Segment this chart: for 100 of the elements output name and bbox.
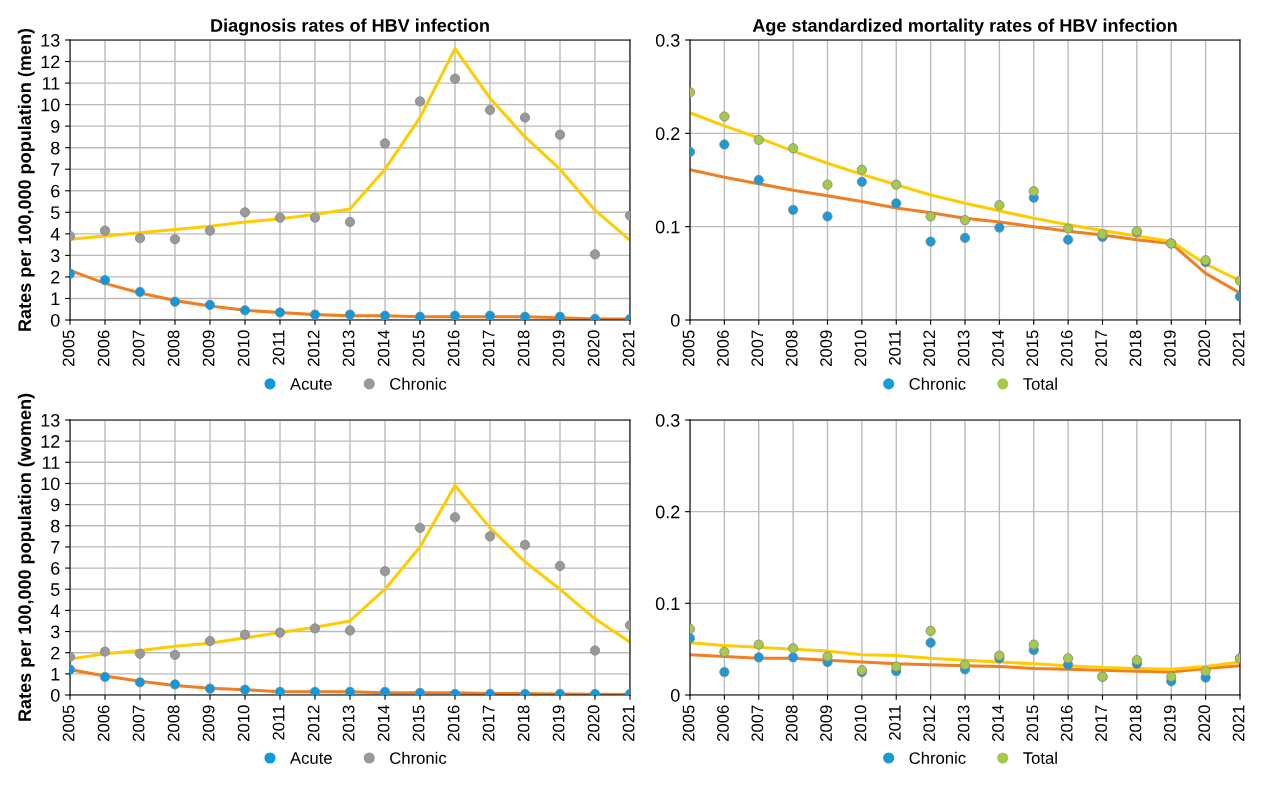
- x-tick-label: 2020: [1198, 330, 1211, 366]
- y-tick-label: 1: [51, 292, 60, 305]
- x-tick-label: 2015: [1026, 330, 1039, 366]
- y-tick-label: 6: [51, 184, 60, 198]
- x-tick-label: 2018: [517, 330, 530, 366]
- x-tick-label: 2012: [923, 705, 936, 741]
- x-tick-label: 2011: [888, 705, 901, 740]
- legend-label: Total: [1023, 751, 1057, 764]
- x-tick-label: 2021: [1232, 705, 1245, 741]
- x-tick-label: 2013: [342, 330, 355, 366]
- x-tick-label: 2010: [237, 705, 250, 741]
- legend-label: Acute: [290, 752, 332, 764]
- x-tick-label: 2013: [957, 330, 970, 366]
- y-tick-label: 2: [51, 646, 60, 660]
- x-tick-label: 2019: [1163, 330, 1176, 366]
- y-tick-label: 5: [50, 206, 60, 220]
- x-tick-label: 2018: [1129, 705, 1142, 741]
- x-tick-label: 2014: [377, 705, 390, 741]
- chart-title: Diagnosis rates of HBV infection: [211, 18, 489, 36]
- y-tick-label: 8: [51, 141, 60, 155]
- y-tick-label: 10: [41, 477, 60, 491]
- x-tick-label: 2014: [377, 330, 390, 366]
- x-tick-label: 2007: [132, 330, 145, 366]
- x-tick-label: 2011: [272, 330, 285, 365]
- y-tick-label: 12: [41, 55, 60, 69]
- y-tick-label: 10: [41, 98, 60, 112]
- x-tick-label: 2008: [167, 330, 180, 366]
- y-tick-label: 11: [42, 77, 60, 90]
- x-tick-label: 2017: [1095, 330, 1107, 366]
- x-tick-label: 2021: [622, 330, 635, 366]
- x-tick-label: 2014: [992, 330, 1004, 366]
- y-tick-label: 12: [41, 435, 60, 448]
- y-tick-label: 3: [50, 625, 60, 639]
- x-tick-label: 2009: [820, 705, 832, 741]
- x-tick-label: 2013: [342, 705, 355, 741]
- x-tick-label: 2015: [412, 705, 425, 741]
- y-tick-label: 0.1: [655, 597, 680, 611]
- y-tick-label: 7: [51, 541, 60, 554]
- x-tick-label: 2011: [888, 330, 901, 365]
- x-tick-label: 2018: [517, 705, 530, 741]
- x-tick-label: 2017: [482, 330, 495, 366]
- chart-title: Age standardized mortality rates of HBV infection: [752, 18, 1177, 36]
- y-tick-label: 1: [51, 667, 60, 681]
- y-tick-label: 9: [51, 120, 60, 133]
- x-tick-label: 2018: [1129, 330, 1142, 366]
- legend-label: Chronic: [909, 377, 966, 390]
- y-tick-label: 0: [670, 688, 680, 702]
- x-tick-label: 2017: [482, 705, 495, 741]
- x-tick-label: 2021: [1232, 330, 1245, 366]
- y-tick-label: 4: [50, 227, 60, 241]
- x-tick-label: 2014: [992, 705, 1004, 741]
- legend-label: Chronic: [390, 751, 447, 764]
- legend-label: Chronic: [390, 377, 447, 390]
- legend-label: Acute: [290, 378, 332, 390]
- x-tick-label: 2021: [622, 705, 635, 741]
- x-tick-label: 2020: [1198, 705, 1211, 741]
- x-tick-label: 2012: [307, 705, 320, 741]
- x-tick-label: 2015: [412, 330, 425, 366]
- x-tick-label: 2005: [62, 705, 75, 741]
- x-tick-label: 2005: [682, 705, 695, 741]
- y-tick-label: 5: [50, 583, 60, 596]
- y-tick-label: 0: [50, 313, 60, 327]
- y-tick-label: 0: [50, 688, 60, 702]
- x-tick-label: 2010: [854, 705, 867, 741]
- x-tick-label: 2006: [97, 330, 110, 366]
- y-tick-label: 0.2: [655, 505, 680, 519]
- y-tick-label: 0: [670, 313, 680, 327]
- y-tick-label: 0.2: [655, 127, 680, 141]
- x-tick-label: 2019: [552, 705, 565, 741]
- y-tick-label: 3: [50, 249, 60, 263]
- x-tick-label: 2008: [167, 705, 180, 741]
- y-tick-label: 11: [42, 456, 60, 469]
- legend-label: Total: [1023, 377, 1057, 390]
- y-tick-label: 2: [51, 270, 60, 284]
- x-tick-label: 2008: [785, 330, 798, 366]
- x-tick-label: 2012: [923, 330, 936, 366]
- y-tick-label: 4: [50, 604, 60, 617]
- x-tick-label: 2010: [854, 330, 867, 366]
- legend-label: Chronic: [909, 751, 966, 764]
- x-tick-label: 2020: [587, 330, 600, 366]
- y-tick-label: 9: [51, 498, 60, 512]
- x-tick-label: 2017: [1095, 705, 1107, 741]
- x-tick-label: 2006: [97, 705, 110, 741]
- x-tick-label: 2020: [587, 705, 600, 741]
- y-tick-label: 0.3: [655, 413, 680, 427]
- y-tick-label: 0.1: [655, 220, 680, 234]
- y-tick-label: 13: [41, 413, 60, 427]
- x-tick-label: 2016: [1060, 330, 1073, 366]
- y-tick-label: 8: [51, 519, 60, 533]
- x-tick-label: 2009: [820, 330, 832, 366]
- x-tick-label: 2007: [751, 330, 764, 366]
- y-tick-label: 7: [51, 163, 60, 176]
- x-tick-label: 2016: [447, 330, 460, 366]
- x-tick-label: 2012: [307, 330, 320, 366]
- x-tick-label: 2016: [1060, 705, 1073, 741]
- y-tick-label: 0.3: [655, 33, 680, 47]
- y-axis-title: Rates per 100,000 population (men): [17, 28, 35, 331]
- x-tick-label: 2005: [62, 330, 75, 366]
- x-tick-label: 2007: [132, 705, 145, 741]
- x-tick-label: 2006: [717, 705, 729, 741]
